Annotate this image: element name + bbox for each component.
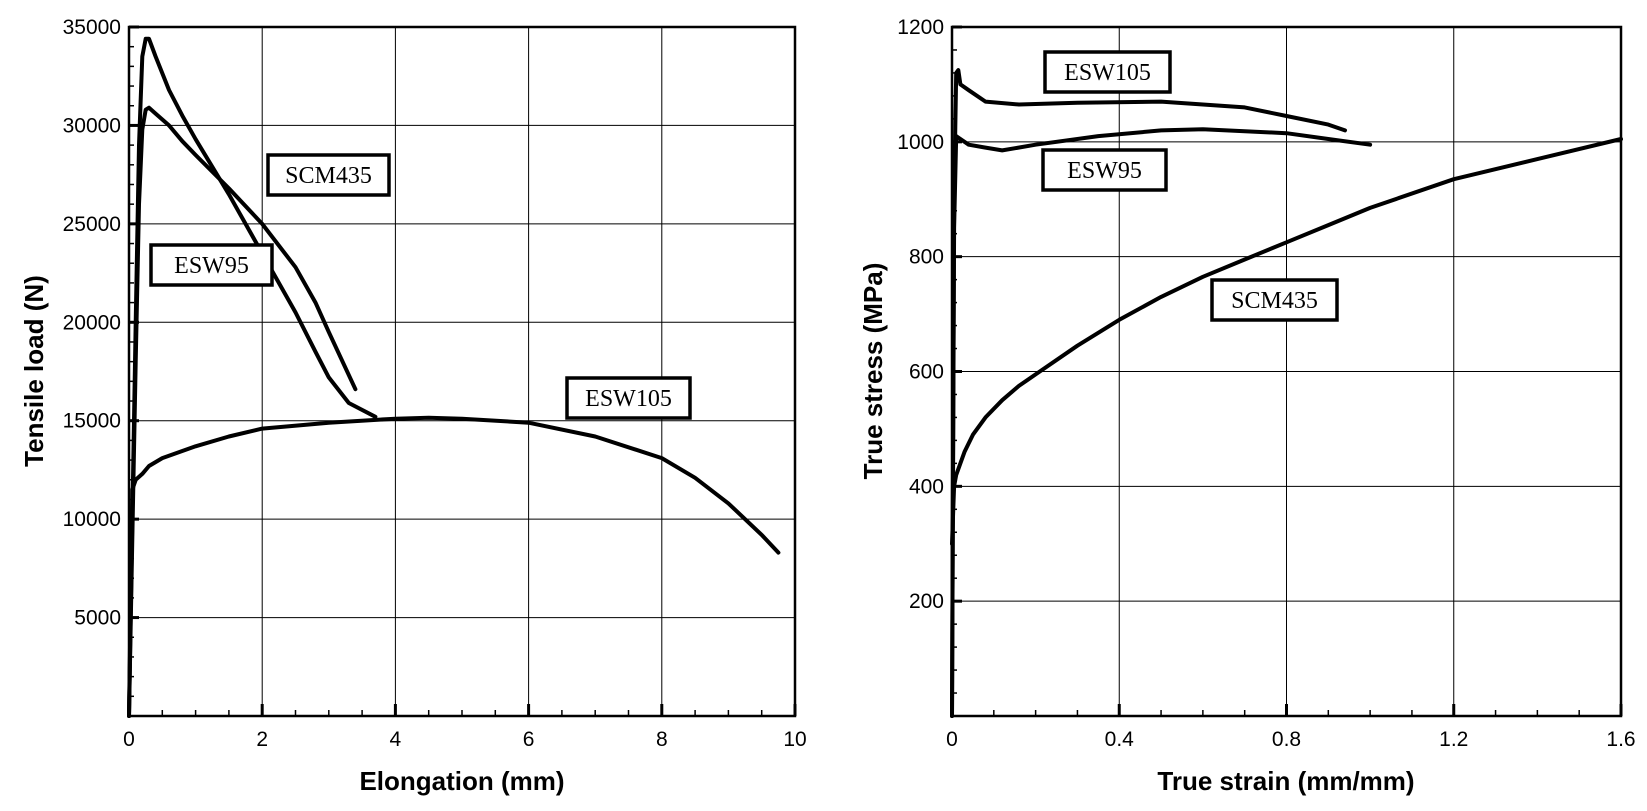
left-label-esw105: ESW105 xyxy=(565,376,692,420)
left-y-tick-label: 20000 xyxy=(63,311,121,334)
left-label-box xyxy=(266,153,391,197)
right-grid xyxy=(952,27,1621,716)
left-y-tick-label: 25000 xyxy=(63,213,121,236)
left-label-box xyxy=(565,376,692,420)
right-curve-esw105 xyxy=(950,68,1347,718)
right-y-tick-label: 200 xyxy=(909,590,944,613)
left-label-text: ESW95 xyxy=(174,253,249,279)
right-y-tick-label: 600 xyxy=(909,361,944,384)
right-label-box xyxy=(1043,50,1172,94)
left-y-tick-label: 30000 xyxy=(63,114,121,137)
left-y-tick-label: 10000 xyxy=(63,508,121,531)
left-label-scm435: SCM435 xyxy=(266,153,391,197)
left-curve-esw105 xyxy=(127,415,781,718)
right-label-box xyxy=(1210,278,1339,322)
right-x-tick-label: 1.2 xyxy=(1439,728,1468,751)
true-stress-chart: 0 0.4 0.8 1.2 1.6 200 400 600 800 1000 1200 ESW105… xyxy=(858,16,1636,796)
right-curve-scm435 xyxy=(950,137,1623,546)
right-label-scm435: SCM435 xyxy=(1210,278,1339,322)
right-y-axis-title: True stress (MPa) xyxy=(858,263,888,480)
right-label-text: ESW105 xyxy=(1064,60,1151,86)
left-x-tick-label: 4 xyxy=(390,728,402,751)
left-label-text: ESW105 xyxy=(585,386,672,412)
left-x-tick-label: 6 xyxy=(523,728,535,751)
right-x-tick-label: 0 xyxy=(946,728,958,751)
left-x-axis-title: Elongation (mm) xyxy=(359,766,564,796)
tensile-load-chart: 0 2 4 6 8 10 5000 10000 15000 20000 25000 30000 3500… xyxy=(19,16,807,796)
right-series-labels: ESW105 ESW95 SCM435 xyxy=(1041,50,1339,322)
right-x-axis-title: True strain (mm/mm) xyxy=(1157,766,1414,796)
right-plot-frame xyxy=(950,25,1623,718)
left-y-tick-label: 5000 xyxy=(74,607,121,630)
right-y-tick-label: 800 xyxy=(909,246,944,269)
left-label-esw95: ESW95 xyxy=(149,243,274,287)
right-label-box xyxy=(1041,148,1168,192)
left-x-tick-label: 8 xyxy=(656,728,668,751)
left-label-text: SCM435 xyxy=(285,163,372,189)
left-curve-esw95 xyxy=(127,105,358,718)
right-y-tick-label: 1200 xyxy=(897,16,944,39)
right-y-tick-label: 1000 xyxy=(897,131,944,154)
right-label-esw105: ESW105 xyxy=(1043,50,1172,94)
left-y-tick-label: 15000 xyxy=(63,410,121,433)
right-label-esw95: ESW95 xyxy=(1041,148,1168,192)
left-x-tick-label: 2 xyxy=(256,728,268,751)
right-ticks: 0 0.4 0.8 1.2 1.6 200 400 600 800 1000 1200 xyxy=(897,16,1635,751)
left-label-box xyxy=(149,243,274,287)
right-curve-esw95 xyxy=(950,127,1373,718)
left-y-tick-label: 35000 xyxy=(63,16,121,39)
right-x-tick-label: 1.6 xyxy=(1606,728,1635,751)
right-label-text: ESW95 xyxy=(1067,158,1142,184)
right-label-text: SCM435 xyxy=(1231,288,1318,314)
left-curves xyxy=(127,36,781,718)
left-ticks: 0 2 4 6 8 10 5000 10000 15000 20000 25000 30000 3500… xyxy=(63,16,807,751)
right-y-tick-label: 400 xyxy=(909,475,944,498)
left-x-tick-label: 10 xyxy=(783,728,806,751)
left-grid xyxy=(129,27,795,716)
right-curves xyxy=(950,68,1623,718)
left-y-axis-title: Tensile load (N) xyxy=(19,275,49,467)
right-x-tick-label: 0.8 xyxy=(1272,728,1301,751)
left-plot-frame xyxy=(127,25,797,718)
left-x-tick-label: 0 xyxy=(123,728,135,751)
right-x-tick-label: 0.4 xyxy=(1105,728,1135,751)
left-series-labels: SCM435 ESW95 ESW105 xyxy=(149,153,692,420)
left-curve-scm435 xyxy=(127,36,378,718)
